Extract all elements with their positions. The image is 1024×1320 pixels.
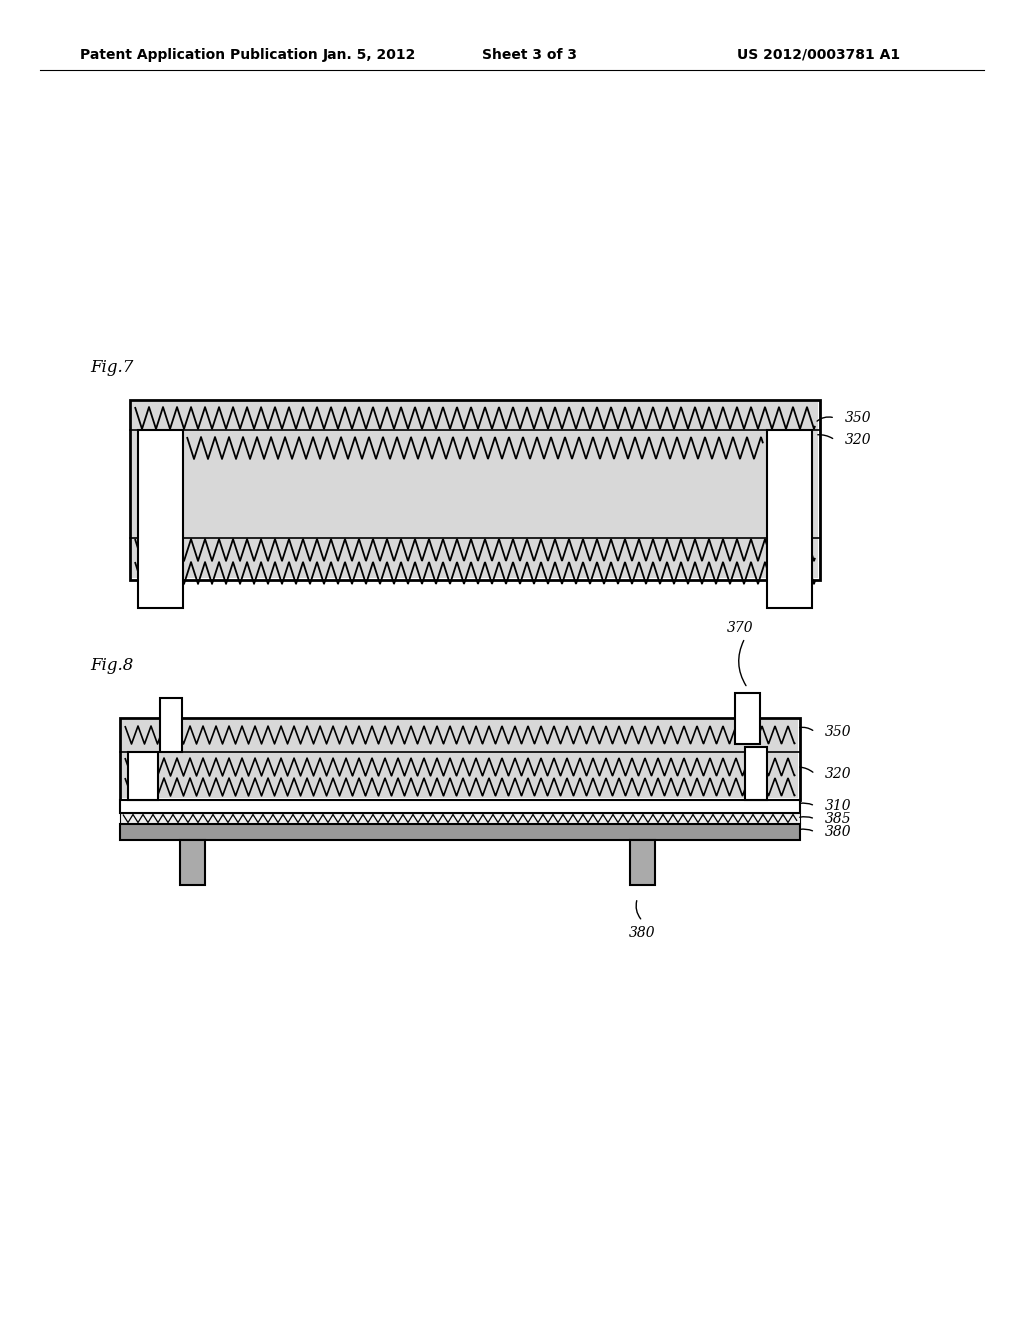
Bar xyxy=(120,800,800,813)
Bar xyxy=(745,747,767,800)
Text: US 2012/0003781 A1: US 2012/0003781 A1 xyxy=(737,48,900,62)
Bar xyxy=(120,824,800,840)
Text: Sheet 3 of 3: Sheet 3 of 3 xyxy=(482,48,578,62)
Bar xyxy=(630,840,655,884)
Bar xyxy=(767,430,812,609)
Bar xyxy=(122,719,798,799)
Bar xyxy=(120,813,800,824)
Bar xyxy=(128,752,158,800)
Bar xyxy=(138,430,183,609)
Bar xyxy=(132,403,818,578)
Text: 310: 310 xyxy=(825,799,852,813)
Text: Patent Application Publication: Patent Application Publication xyxy=(80,48,317,62)
Text: 320: 320 xyxy=(825,767,852,781)
Text: 380: 380 xyxy=(629,927,655,940)
Bar xyxy=(735,693,760,744)
Text: Jan. 5, 2012: Jan. 5, 2012 xyxy=(324,48,417,62)
Bar xyxy=(180,840,205,884)
Text: 370: 370 xyxy=(727,620,754,635)
Text: Fig.7: Fig.7 xyxy=(90,359,133,376)
Text: 350: 350 xyxy=(845,411,871,425)
Text: 350: 350 xyxy=(825,725,852,739)
Bar xyxy=(120,718,800,800)
Text: 320: 320 xyxy=(845,433,871,447)
Bar xyxy=(160,698,182,752)
Bar xyxy=(130,400,820,579)
Text: 385: 385 xyxy=(825,812,852,826)
Text: Fig.8: Fig.8 xyxy=(90,656,133,673)
Text: 380: 380 xyxy=(825,825,852,840)
